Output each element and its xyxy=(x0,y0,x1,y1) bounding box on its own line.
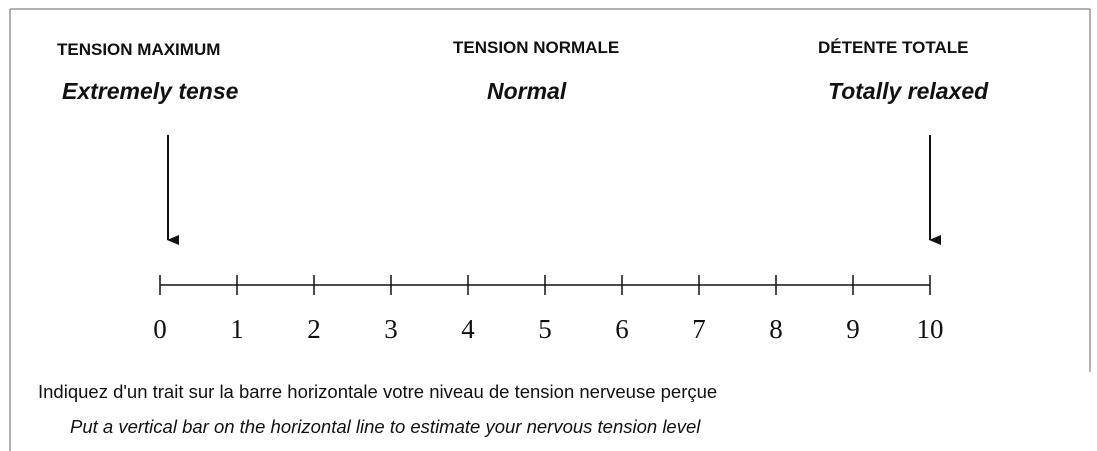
tick-label: 10 xyxy=(917,314,944,344)
heading-french: DÉTENTE TOTALE xyxy=(818,38,969,57)
heading-english: Totally relaxed xyxy=(828,78,989,104)
tick-label: 0 xyxy=(153,314,167,344)
tick-label: 8 xyxy=(769,314,783,344)
heading-english: Normal xyxy=(487,78,567,104)
tick-label: 7 xyxy=(692,314,706,344)
heading-french: TENSION MAXIMUM xyxy=(57,40,220,59)
instruction-french: Indiquez d'un trait sur la barre horizon… xyxy=(38,381,717,402)
tick-label: 3 xyxy=(384,314,398,344)
tick-label: 1 xyxy=(230,314,244,344)
tick-label: 4 xyxy=(461,314,475,344)
tick-label: 5 xyxy=(538,314,552,344)
instruction-english: Put a vertical bar on the horizontal lin… xyxy=(70,416,701,437)
heading-french: TENSION NORMALE xyxy=(453,38,619,57)
tick-label: 6 xyxy=(615,314,629,344)
tick-label: 9 xyxy=(846,314,860,344)
heading-english: Extremely tense xyxy=(62,78,239,104)
tick-label: 2 xyxy=(307,314,321,344)
